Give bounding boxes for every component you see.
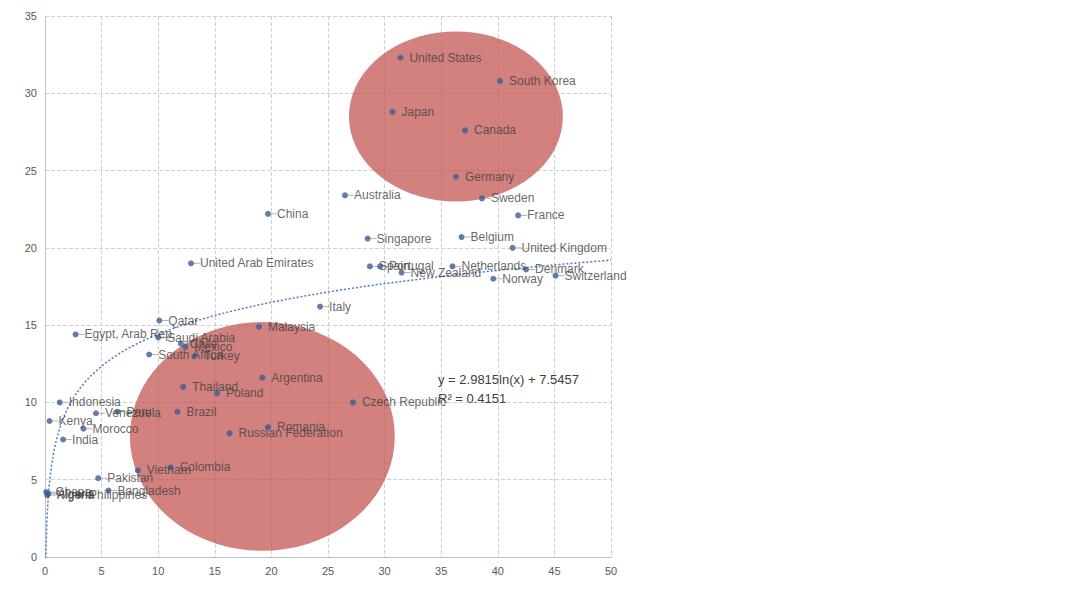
svg-text:Netherlands: Netherlands (461, 259, 527, 274)
svg-text:Venezuela: Venezuela (105, 406, 161, 420)
svg-text:South Korea: South Korea (509, 74, 576, 88)
svg-text:20: 20 (265, 565, 277, 577)
svg-text:0: 0 (42, 565, 48, 577)
svg-text:France: France (527, 208, 565, 222)
svg-text:40: 40 (492, 565, 504, 577)
svg-text:Qatar: Qatar (168, 314, 198, 328)
svg-text:Saudi Arabia: Saudi Arabia (167, 330, 236, 345)
svg-text:Denmark: Denmark (535, 262, 584, 277)
svg-text:Sweden: Sweden (491, 191, 534, 205)
svg-text:Poland: Poland (226, 386, 263, 400)
svg-text:15: 15 (209, 565, 221, 577)
svg-text:Morocco: Morocco (92, 422, 138, 436)
svg-text:Brazil: Brazil (186, 405, 216, 419)
svg-text:30: 30 (25, 87, 37, 99)
svg-text:5: 5 (99, 565, 105, 577)
svg-text:Russian Federation: Russian Federation (238, 426, 343, 441)
svg-text:Indonesia: Indonesia (68, 395, 121, 410)
svg-text:Singapore: Singapore (377, 232, 432, 246)
svg-text:Italy: Italy (329, 300, 351, 314)
svg-text:15: 15 (25, 319, 37, 331)
svg-text:5: 5 (31, 474, 37, 486)
svg-text:Canada: Canada (474, 123, 516, 137)
svg-text:y = 2.9815ln(x) + 7.5457: y = 2.9815ln(x) + 7.5457 (438, 372, 579, 387)
svg-text:China: China (277, 207, 309, 221)
svg-text:United Arab Emirates: United Arab Emirates (200, 256, 313, 270)
svg-text:25: 25 (322, 565, 334, 577)
svg-text:Czech Republic: Czech Republic (362, 395, 446, 409)
svg-text:Switzerland: Switzerland (564, 268, 627, 283)
svg-text:20: 20 (25, 242, 37, 254)
svg-text:Vietnam: Vietnam (147, 463, 191, 477)
svg-text:25: 25 (25, 165, 37, 177)
svg-text:Germany: Germany (465, 170, 514, 184)
svg-text:Norway: Norway (502, 272, 543, 286)
svg-text:45: 45 (548, 565, 560, 577)
svg-text:10: 10 (152, 565, 164, 577)
svg-text:35: 35 (25, 10, 37, 22)
svg-text:Pakistan: Pakistan (107, 471, 154, 486)
svg-text:Australia: Australia (354, 188, 401, 202)
svg-text:Colombia: Colombia (179, 460, 231, 475)
svg-text:Turkey: Turkey (203, 349, 239, 363)
svg-text:50: 50 (605, 565, 617, 577)
svg-text:Romania: Romania (277, 420, 325, 434)
svg-text:New Zealand: New Zealand (411, 266, 482, 280)
svg-text:Philippines: Philippines (89, 488, 147, 502)
svg-text:United Kingdom: United Kingdom (522, 241, 607, 255)
svg-text:Chile: Chile (189, 336, 218, 351)
svg-text:10: 10 (25, 396, 37, 408)
svg-text:Malaysia: Malaysia (268, 320, 316, 334)
svg-text:Kenya: Kenya (59, 414, 93, 428)
svg-text:R² = 0.4151: R² = 0.4151 (438, 391, 506, 406)
svg-text:Belgium: Belgium (471, 230, 514, 244)
svg-text:Argentina: Argentina (271, 371, 323, 385)
svg-text:Bangladesh: Bangladesh (117, 483, 181, 498)
svg-text:United States: United States (409, 51, 481, 65)
svg-text:Egypt, Arab Rep.: Egypt, Arab Rep. (85, 327, 176, 341)
svg-text:India: India (72, 432, 99, 447)
svg-text:30: 30 (378, 565, 390, 577)
svg-text:Thailand: Thailand (192, 380, 239, 394)
svg-text:0: 0 (31, 551, 37, 563)
svg-text:35: 35 (435, 565, 447, 577)
svg-text:Algeria: Algeria (57, 487, 95, 501)
svg-text:Japan: Japan (402, 105, 435, 119)
